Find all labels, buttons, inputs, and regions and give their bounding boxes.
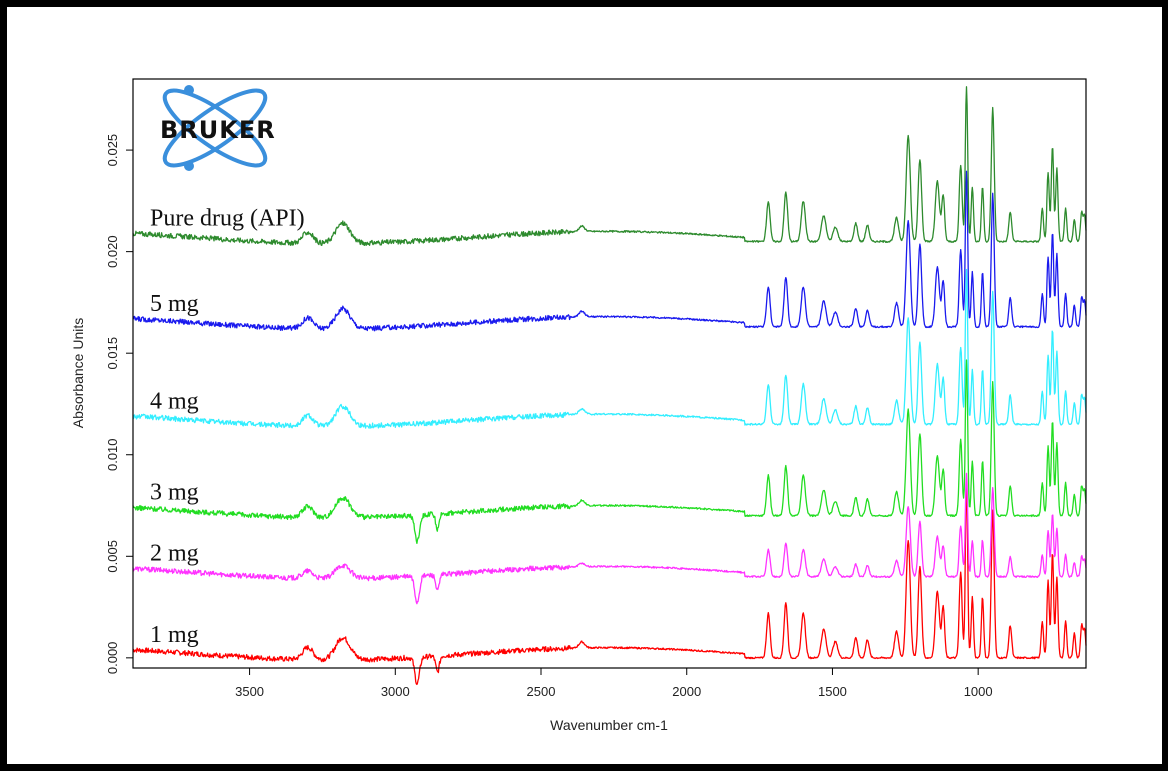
y-tick-label: 0.010 xyxy=(105,438,120,471)
series-label: 4 mg xyxy=(150,388,199,414)
y-tick-label: 0.005 xyxy=(105,540,120,573)
x-tick-label: 3000 xyxy=(381,684,410,699)
series-label: 1 mg xyxy=(150,622,199,648)
x-tick-label: 1000 xyxy=(964,684,993,699)
logo-text: BRUKER xyxy=(160,116,276,144)
series-line-3-mg xyxy=(132,359,1087,545)
series-label: 2 mg xyxy=(150,541,199,567)
y-tick-label: 0.015 xyxy=(105,337,120,370)
series-line-5-mg xyxy=(132,170,1087,332)
bruker-logo: BRUKER xyxy=(160,85,276,171)
series-layer xyxy=(132,86,1087,686)
series-labels: Pure drug (API) 5 mg 4 mg 3 mg 2 mg 1 mg xyxy=(150,205,305,647)
series-line-pure-drug-api- xyxy=(132,86,1087,247)
axes-layer: 3500 3000 2500 2000 1500 1000 0.000 0.005 0.010 0… xyxy=(105,134,993,699)
series-label: 5 mg xyxy=(150,291,199,317)
series-line-4-mg xyxy=(132,268,1087,429)
x-tick-label: 1500 xyxy=(818,684,847,699)
x-axis-title: Wavenumber cm-1 xyxy=(550,717,668,733)
y-axis-title: Absorbance Units xyxy=(70,318,86,429)
series-line-1-mg xyxy=(132,484,1087,686)
y-tick-label: 0.020 xyxy=(105,235,120,268)
y-tick-label: 0.025 xyxy=(105,134,120,167)
atom-orbit-logo-icon xyxy=(162,85,268,171)
series-label: 3 mg xyxy=(150,480,199,506)
x-tick-label: 2500 xyxy=(527,684,556,699)
series-line-2-mg xyxy=(132,472,1087,605)
series-label: Pure drug (API) xyxy=(150,205,305,231)
x-tick-label: 2000 xyxy=(672,684,701,699)
y-tick-label: 0.000 xyxy=(105,642,120,675)
x-tick-label: 3500 xyxy=(235,684,264,699)
plot-area xyxy=(132,78,1087,669)
